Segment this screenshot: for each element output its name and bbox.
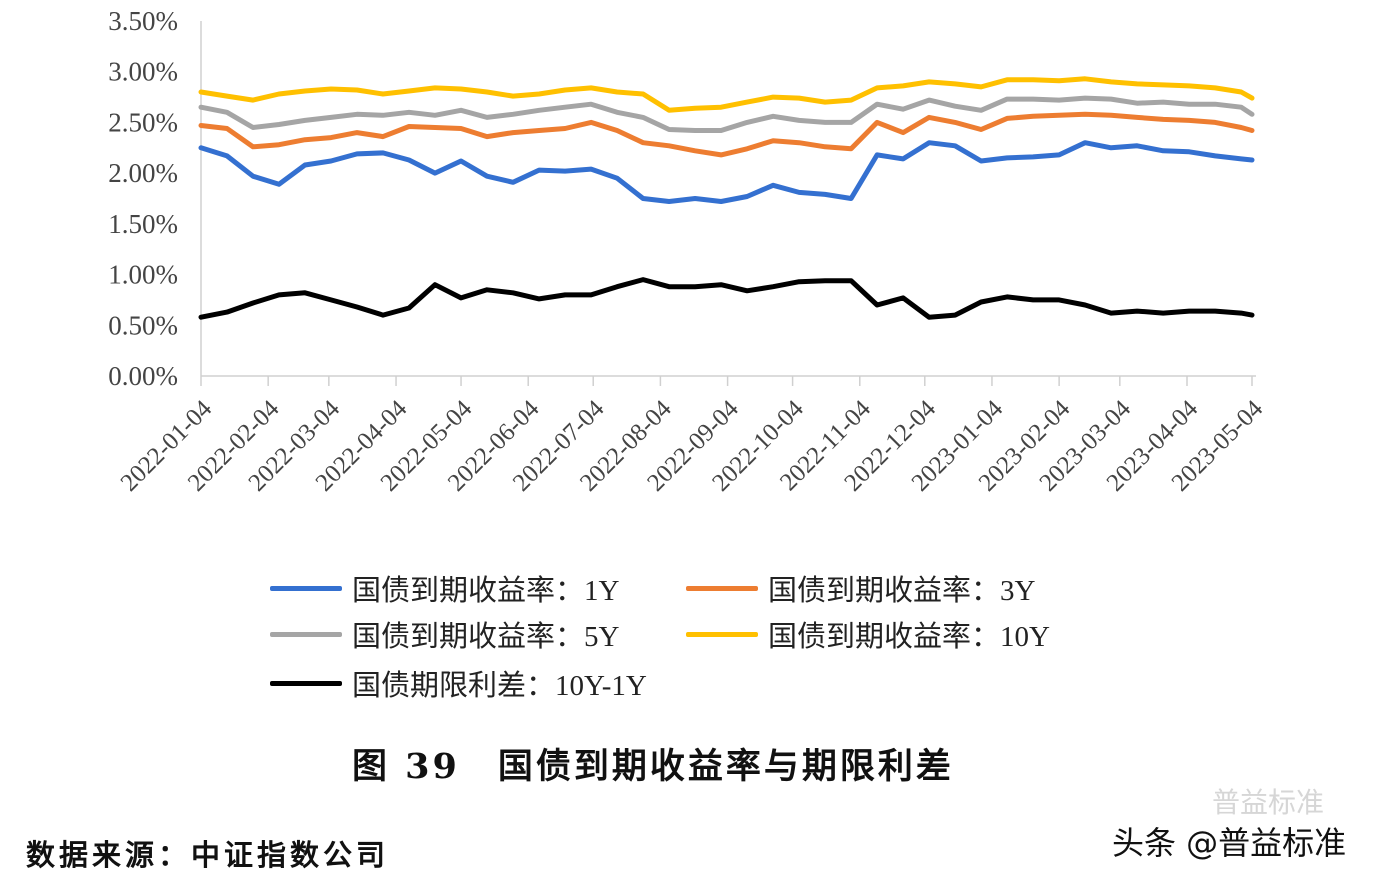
series-line-2: [198, 95, 1255, 133]
series-line-1: [198, 111, 1255, 158]
watermark-faint: 普益标准: [1212, 786, 1325, 819]
legend-swatch-10y: [686, 631, 758, 637]
y-tick-label: 2.50%: [108, 107, 178, 137]
data-source: 数据来源：中证指数公司: [26, 838, 390, 872]
y-tick-label: 2.00%: [108, 158, 178, 188]
watermark: 头条 @普益标准: [1112, 824, 1347, 862]
legend-item-spread: 国债期限利差：10Y-1Y: [270, 662, 647, 704]
figure-caption: 图 39 国债到期收益率与期限利差: [352, 746, 954, 787]
series-line-0: [198, 140, 1255, 204]
y-tick-label: 1.50%: [108, 209, 178, 239]
legend-label-5y: 国债到期收益率：5Y: [352, 621, 620, 653]
y-tick-label: 1.00%: [108, 260, 178, 290]
legend-label-10y: 国债到期收益率：10Y: [768, 621, 1050, 653]
legend-item-10y: 国债到期收益率：10Y: [686, 613, 1050, 655]
legend-label-3y: 国债到期收益率：3Y: [768, 575, 1036, 607]
legend-item-5y: 国债到期收益率：5Y: [270, 613, 619, 655]
legend-swatch-spread: [270, 680, 342, 686]
legend-swatch-5y: [270, 631, 342, 637]
y-tick-label: 0.00%: [108, 361, 178, 391]
y-axis: 0.00% 0.50% 1.00% 1.50% 2.00% 2.50% 3.00% 3.50%: [108, 6, 202, 391]
legend-item-1y: 国债到期收益率：1Y: [270, 567, 619, 609]
legend-swatch-1y: [270, 585, 342, 591]
legend-swatch-3y: [686, 585, 758, 591]
series-line-4: [198, 277, 1255, 320]
series-line-3: [198, 76, 1255, 113]
legend-item-3y: 国债到期收益率：3Y: [686, 567, 1035, 609]
series-lines: [198, 76, 1255, 320]
line-chart: 0.00% 0.50% 1.00% 1.50% 2.00% 2.50% 3.00% 3.50%…: [108, 6, 1269, 497]
y-tick-label: 0.50%: [108, 310, 178, 340]
y-tick-label: 3.00%: [108, 57, 178, 87]
y-tick-label: 3.50%: [108, 6, 178, 36]
legend-label-spread: 国债期限利差：10Y-1Y: [352, 670, 647, 702]
x-axis: 2022-01-042022-02-042022-03-042022-04-04…: [116, 375, 1269, 497]
legend-label-1y: 国债到期收益率：1Y: [352, 575, 620, 607]
